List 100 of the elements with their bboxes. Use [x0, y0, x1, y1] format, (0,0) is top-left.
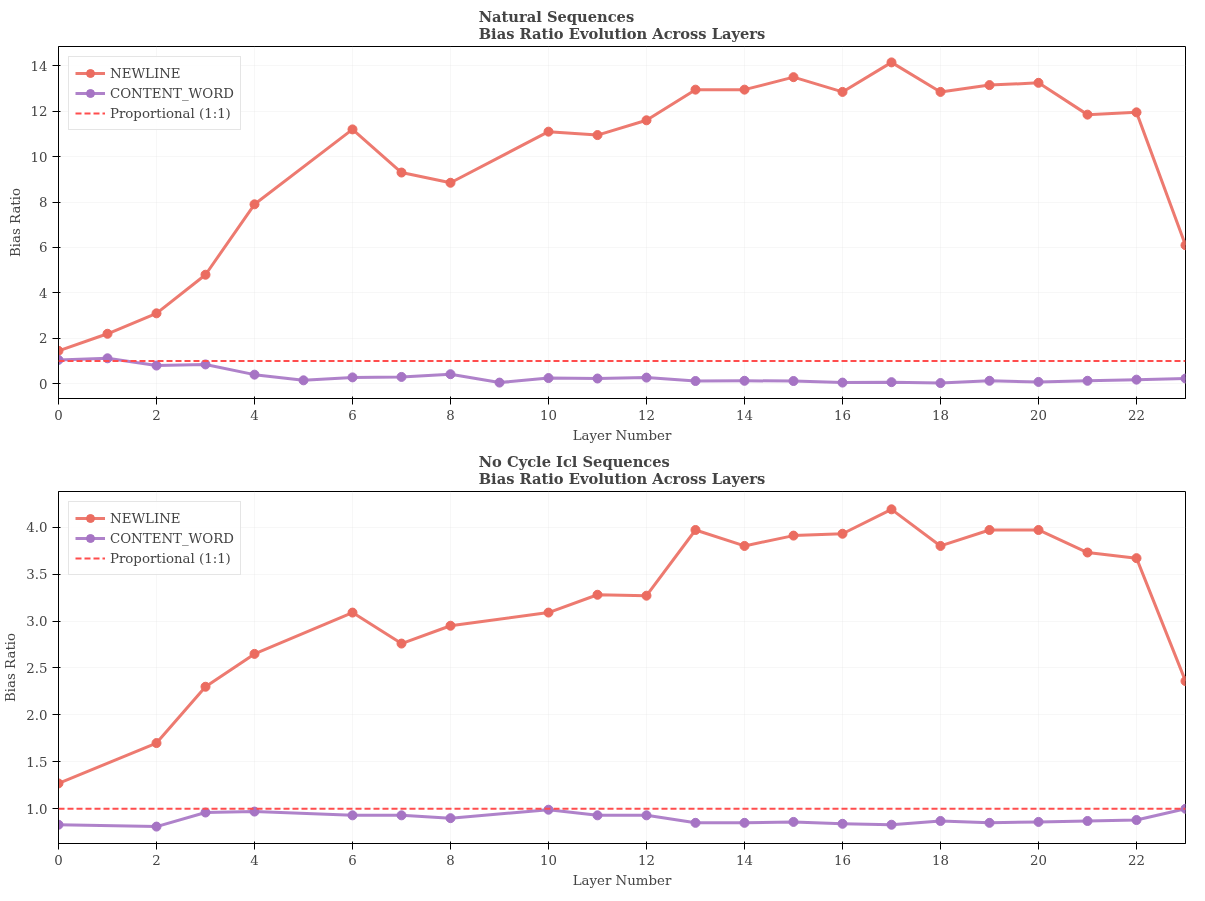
y-tick-label: 14	[30, 58, 48, 74]
point	[1131, 374, 1142, 385]
x-tick-label: 10	[540, 407, 557, 423]
point	[445, 813, 456, 824]
point	[396, 167, 407, 178]
point	[200, 269, 211, 280]
y-tick-label: 1.5	[26, 754, 48, 770]
y-tick-label: 4	[39, 285, 48, 301]
y-tick-label: 2.0	[26, 707, 48, 723]
chart-title: No Cycle Icl Sequences Bias Ratio Evolution Across Layers	[478, 452, 766, 487]
x-axis-title: Layer Number	[572, 427, 672, 443]
point	[1082, 109, 1093, 120]
point	[886, 377, 897, 388]
x-axis-title: Layer Number	[572, 872, 672, 888]
x-tick-label: 6	[348, 407, 357, 423]
y-tick-label: 10	[30, 149, 48, 165]
point	[837, 86, 848, 97]
point	[837, 818, 848, 829]
point	[151, 738, 162, 749]
x-tick-label: 18	[932, 852, 949, 868]
legend-label: Proportional (1:1)	[110, 105, 231, 121]
point	[935, 378, 946, 389]
point	[641, 590, 652, 601]
y-tick-label: 4.0	[26, 520, 48, 536]
x-tick-label: 14	[736, 852, 753, 868]
point	[837, 377, 848, 388]
x-tick-label: 0	[54, 852, 63, 868]
point	[984, 817, 995, 828]
point	[249, 369, 260, 380]
y-tick-label: 8	[39, 195, 48, 211]
point	[298, 375, 309, 386]
point	[1033, 524, 1044, 535]
point	[1131, 815, 1142, 826]
x-tick-label: 4	[250, 852, 259, 868]
point	[347, 810, 358, 821]
point	[347, 372, 358, 383]
legend-label: CONTENT_WORD	[110, 85, 234, 101]
x-tick-label: 4	[250, 407, 259, 423]
point	[592, 373, 603, 384]
legend-label: NEWLINE	[110, 510, 181, 526]
x-tick-label: 12	[638, 852, 655, 868]
point	[739, 817, 750, 828]
point	[249, 648, 260, 659]
point	[739, 540, 750, 551]
point	[739, 375, 750, 386]
point	[641, 810, 652, 821]
point	[396, 638, 407, 649]
x-tick-label: 10	[540, 852, 557, 868]
point	[592, 130, 603, 141]
x-tick-label: 12	[638, 407, 655, 423]
point	[347, 607, 358, 618]
chart-title: Natural Sequences Bias Ratio Evolution Across Layers	[478, 7, 766, 42]
point	[935, 86, 946, 97]
point	[249, 199, 260, 210]
point	[1033, 376, 1044, 387]
point	[494, 377, 505, 388]
legend-label: CONTENT_WORD	[110, 530, 234, 546]
y-tick-label: 0	[39, 376, 48, 392]
point	[641, 115, 652, 126]
point	[886, 819, 897, 830]
point	[200, 681, 211, 692]
y-tick-label: 12	[30, 104, 48, 120]
point	[788, 72, 799, 83]
point	[984, 524, 995, 535]
y-tick-label: 2	[39, 331, 48, 347]
point	[690, 376, 701, 386]
x-tick-label: 16	[834, 407, 851, 423]
point	[984, 80, 995, 91]
point	[445, 369, 456, 380]
y-tick-label: 3.0	[26, 614, 48, 630]
x-tick-label: 0	[54, 407, 63, 423]
y-tick-label: 1.0	[26, 801, 48, 817]
point	[151, 821, 162, 832]
point	[1082, 375, 1093, 386]
point	[396, 371, 407, 382]
y-tick-label: 2.5	[26, 660, 48, 676]
x-tick-label: 18	[932, 407, 949, 423]
y-axis-title: Bias Ratio	[7, 187, 23, 257]
point	[445, 620, 456, 631]
point	[1082, 815, 1093, 826]
point	[690, 524, 701, 535]
x-tick-label: 22	[1128, 852, 1145, 868]
point	[347, 124, 358, 135]
point	[788, 376, 799, 386]
point	[592, 810, 603, 821]
point	[739, 84, 750, 95]
point	[592, 589, 603, 600]
point	[788, 816, 799, 827]
point	[690, 84, 701, 95]
point	[1033, 77, 1044, 88]
point	[886, 504, 897, 515]
y-tick-label: 6	[39, 240, 48, 256]
point	[690, 817, 701, 828]
x-tick-label: 8	[446, 407, 455, 423]
point	[837, 528, 848, 539]
x-tick-label: 6	[348, 852, 357, 868]
point	[151, 308, 162, 319]
x-tick-label: 16	[834, 852, 851, 868]
point	[102, 328, 113, 339]
y-axis-title: Bias Ratio	[3, 632, 19, 702]
